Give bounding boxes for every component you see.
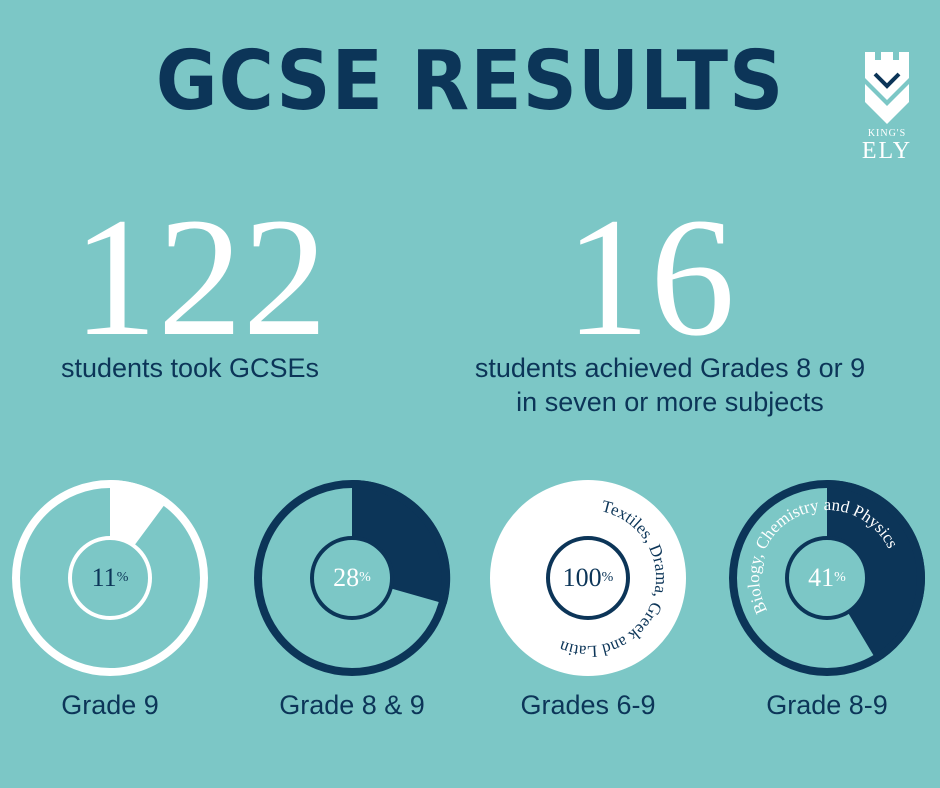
donut-segment	[352, 479, 451, 605]
donut-grade-8-9: 28%	[252, 478, 452, 678]
donut-label-grade-8-9-sciences: Grade 8-9	[766, 690, 888, 720]
kings-ely-logo	[865, 52, 909, 124]
stat-text-top-grades-line2: in seven or more subjects	[516, 387, 824, 417]
donut-grade-8-9-sciences: Biology, Chemistry and Physics 41%	[727, 478, 927, 678]
page-title: GCSE RESULTS	[155, 34, 785, 129]
logo-big-text: ELY	[861, 138, 913, 164]
stat-text-students: students took GCSEs	[60, 353, 320, 383]
donut-label-grades-6-9: Grades 6-9	[520, 690, 656, 720]
donut-grade-9: 11%	[10, 478, 210, 678]
logo-small-text: KING'S	[867, 128, 907, 139]
donut-label-grade-8-9: Grade 8 & 9	[279, 690, 425, 720]
donut-label-grade-9: Grade 9	[61, 690, 159, 720]
donut-grades-6-9: Textiles, Drama, Greek and Latin 100%	[488, 478, 688, 678]
stat-text-top-grades-line1: students achieved Grades 8 or 9	[474, 353, 866, 383]
stat-number-top-grades: 16	[565, 183, 735, 371]
stat-number-students: 122	[72, 183, 328, 371]
